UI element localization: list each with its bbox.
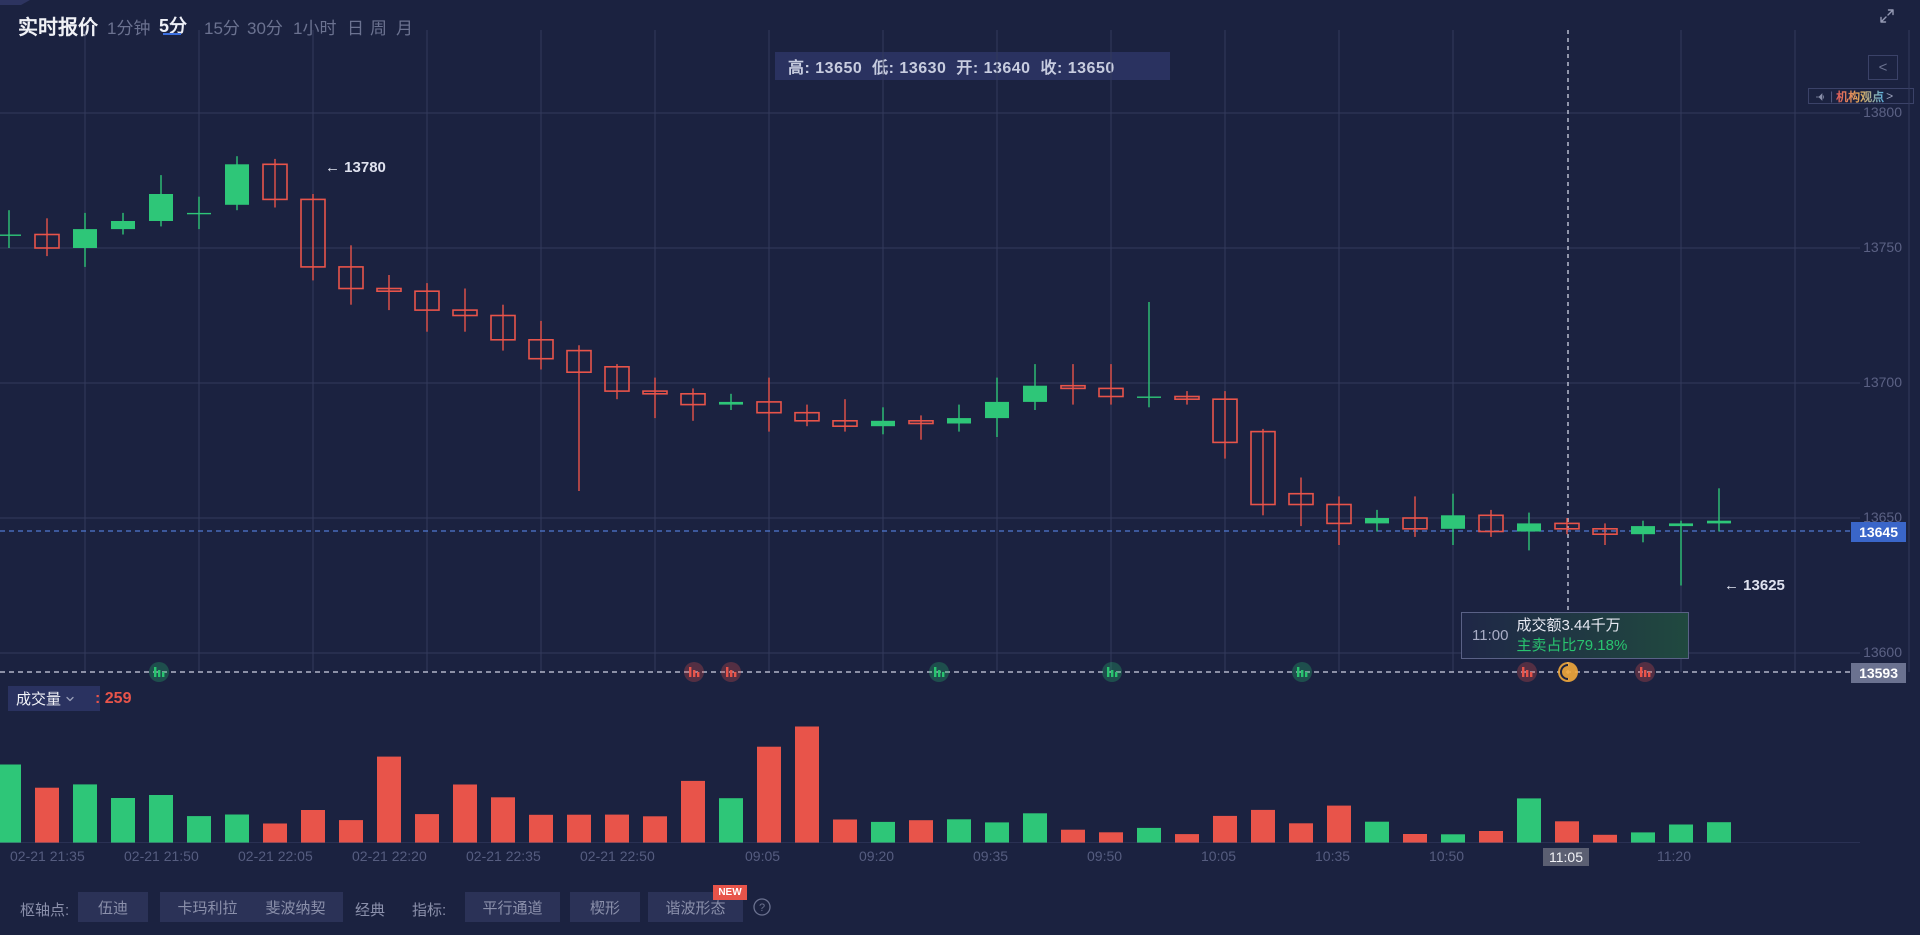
svg-text:?: ? [759,902,765,914]
